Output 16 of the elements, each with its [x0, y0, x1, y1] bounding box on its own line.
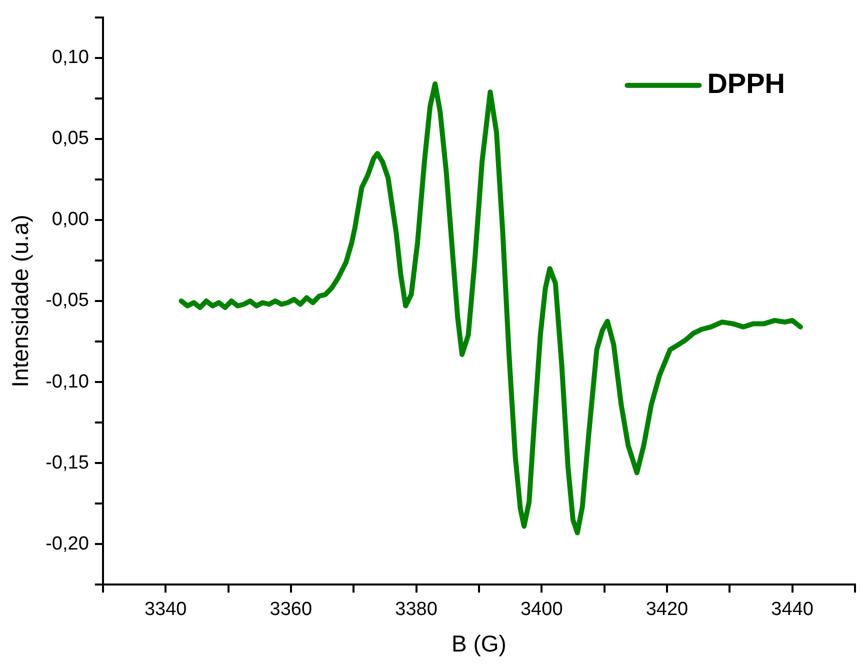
x-tick-label: 3440 [771, 599, 814, 620]
y-tick-label: -0,15 [46, 452, 89, 474]
y-tick-label: -0,05 [46, 290, 89, 312]
y-tick-label: 0,10 [52, 47, 89, 68]
x-axis-title: B (G) [451, 630, 506, 657]
y-tick-label: -0,20 [46, 533, 89, 554]
legend-label: DPPH [707, 68, 786, 100]
x-tick-label: 3340 [144, 599, 187, 620]
y-tick-label: 0,00 [52, 209, 89, 230]
y-axis-title: Intensidade (u.a) [7, 214, 34, 388]
x-tick-label: 3420 [646, 599, 688, 620]
x-tick-label: 3380 [395, 599, 438, 620]
x-tick-label: 3360 [270, 599, 312, 620]
y-tick-label: -0,10 [46, 371, 89, 392]
y-tick-label: 0,05 [52, 128, 89, 150]
x-tick-label: 3400 [520, 599, 563, 620]
